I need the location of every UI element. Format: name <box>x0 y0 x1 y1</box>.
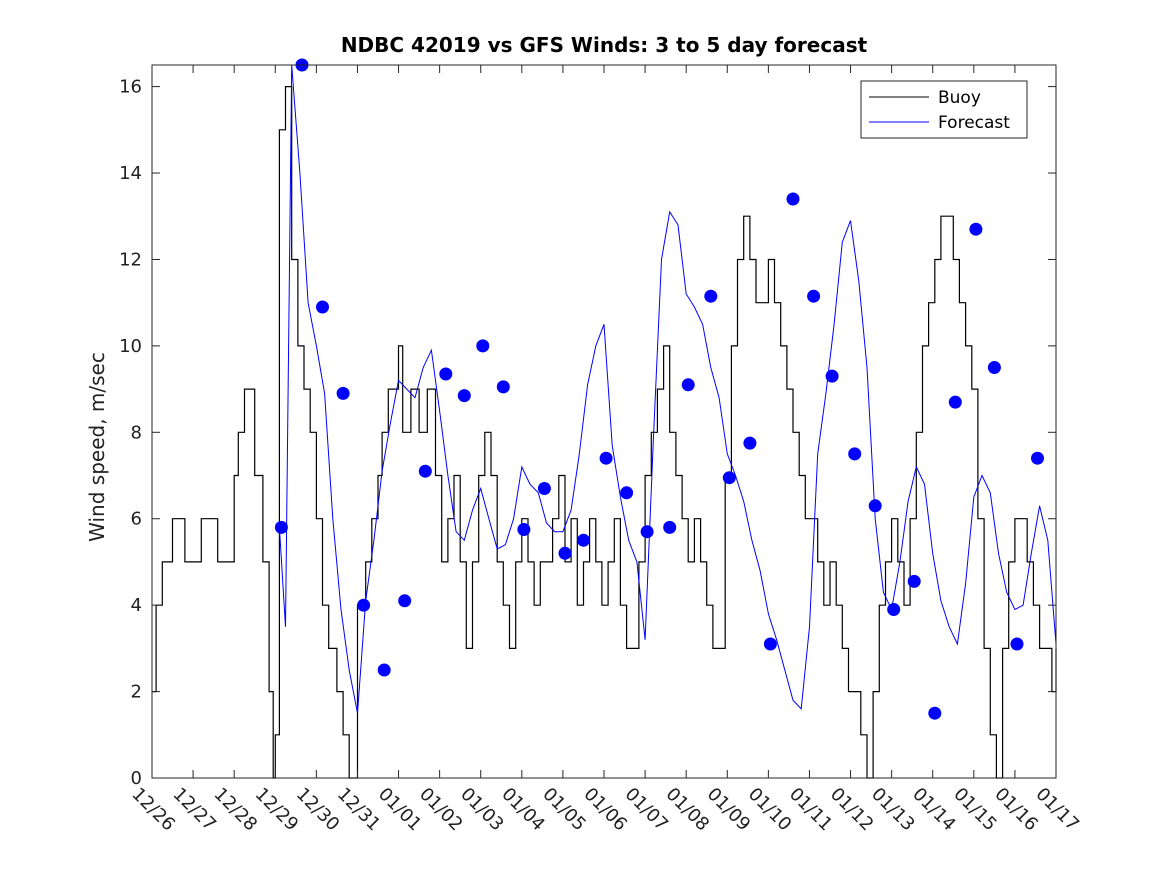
forecast-marker <box>868 499 882 513</box>
forecast-marker <box>763 637 777 651</box>
chart-title: NDBC 42019 vs GFS Winds: 3 to 5 day fore… <box>341 33 868 57</box>
forecast-series-line <box>278 64 1057 714</box>
forecast-marker <box>537 482 551 495</box>
x-tick-label: 01/02 <box>415 784 467 836</box>
forecast-marker <box>599 451 613 465</box>
legend-forecast-label: Forecast <box>938 113 1010 133</box>
forecast-marker <box>807 289 821 303</box>
x-tick-label: 12/26 <box>127 784 179 836</box>
forecast-marker <box>848 447 862 461</box>
x-tick-label: 01/09 <box>703 784 755 836</box>
y-axis-label: Wind speed, m/sec <box>85 352 109 542</box>
forecast-marker <box>786 192 800 206</box>
legend: Buoy Forecast <box>860 80 1028 139</box>
forecast-marker <box>704 289 718 303</box>
forecast-marker <box>987 361 1001 374</box>
x-tick-label: 01/16 <box>990 784 1042 836</box>
y-tick-label: 2 <box>131 682 142 703</box>
y-tick-label: 14 <box>119 163 142 184</box>
x-tick-label: 01/13 <box>867 784 919 836</box>
x-tick-label: 01/15 <box>949 784 1001 836</box>
x-tick-label: 01/07 <box>621 784 673 836</box>
y-tick-label: 0 <box>131 768 142 789</box>
x-tick-label: 01/08 <box>662 784 714 836</box>
forecast-marker <box>948 395 962 409</box>
forecast-marker <box>457 389 471 403</box>
x-tick-label: 12/27 <box>169 784 221 836</box>
forecast-marker <box>663 520 677 534</box>
x-tick-label: 01/01 <box>374 784 426 836</box>
y-tick-label: 10 <box>119 336 142 357</box>
x-tick-label: 12/29 <box>251 784 303 836</box>
plot-area <box>152 58 1057 779</box>
forecast-marker <box>1010 637 1024 651</box>
forecast-marker <box>681 378 695 392</box>
y-tick-label: 8 <box>131 422 142 443</box>
x-tick-label: 01/17 <box>1031 784 1083 836</box>
x-axis: 12/2612/2712/2812/2912/3012/3101/0101/02… <box>127 65 1083 835</box>
forecast-marker <box>743 436 757 450</box>
y-tick-label: 4 <box>131 595 142 616</box>
forecast-marker <box>907 574 921 588</box>
forecast-marker <box>887 603 901 616</box>
forecast-marker <box>316 300 329 314</box>
x-tick-label: 01/04 <box>497 784 549 836</box>
forecast-marker <box>274 520 288 534</box>
y-tick-label: 12 <box>119 249 142 270</box>
forecast-marker <box>418 464 432 478</box>
x-tick-label: 01/14 <box>908 784 960 836</box>
forecast-marker <box>377 663 391 677</box>
x-tick-label: 12/28 <box>210 784 262 836</box>
x-tick-label: 01/10 <box>744 784 796 836</box>
forecast-marker <box>558 546 572 560</box>
x-tick-label: 01/06 <box>579 784 631 836</box>
x-tick-label: 01/03 <box>456 784 508 836</box>
forecast-marker <box>825 369 839 383</box>
y-axis: 0 2 4 6 8 10 12 14 16 <box>119 77 1056 789</box>
forecast-marker <box>357 598 371 612</box>
x-tick-label: 12/30 <box>292 784 344 836</box>
y-tick-label: 16 <box>119 77 142 98</box>
x-tick-label: 01/11 <box>785 784 837 836</box>
forecast-marker <box>640 525 654 539</box>
forecast-marker <box>336 386 350 400</box>
forecast-marker <box>928 706 942 720</box>
forecast-marker <box>969 222 983 236</box>
forecast-marker <box>517 523 531 536</box>
forecast-marker <box>476 339 490 353</box>
forecast-marker <box>1031 451 1044 465</box>
x-tick-label: 01/12 <box>826 784 878 836</box>
y-tick-label: 6 <box>131 509 142 530</box>
forecast-marker <box>439 367 453 381</box>
forecast-marker <box>620 486 634 500</box>
forecast-marker <box>577 533 590 547</box>
x-tick-label: 12/31 <box>333 784 385 836</box>
forecast-marker <box>398 594 412 608</box>
legend-buoy-label: Buoy <box>938 88 981 108</box>
buoy-series-line <box>152 86 1057 779</box>
forecast-marker <box>722 471 736 485</box>
legend-box <box>860 80 1028 139</box>
x-tick-label: 01/05 <box>538 784 590 836</box>
forecast-marker <box>496 380 510 394</box>
